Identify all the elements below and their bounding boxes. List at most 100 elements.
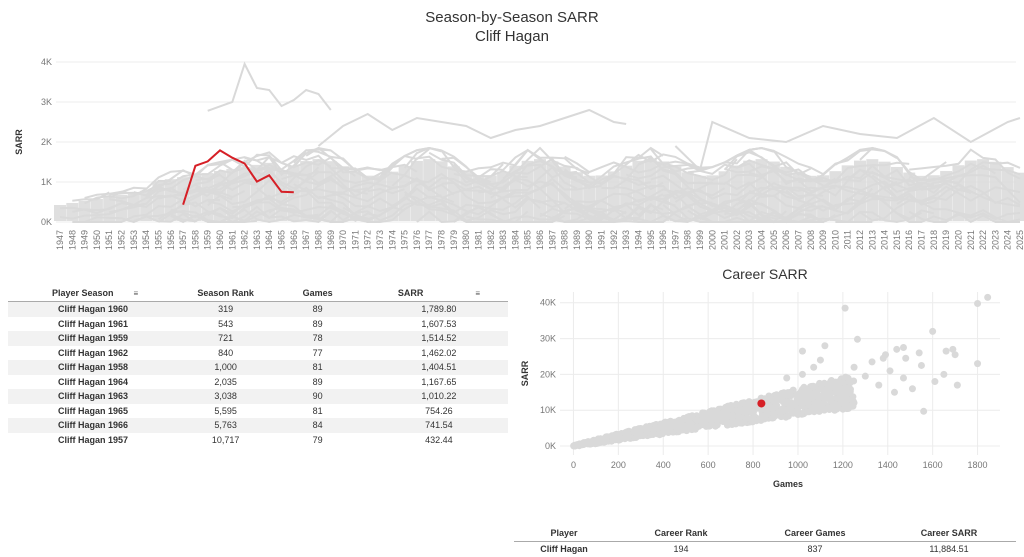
scatter-point <box>771 412 779 420</box>
col-player[interactable]: Player <box>514 525 614 542</box>
col-career-games[interactable]: Career Games <box>748 525 882 542</box>
scatter-point <box>828 397 836 404</box>
scatter-point <box>625 432 633 440</box>
background-density-band <box>300 161 313 221</box>
scatter-point <box>845 399 853 407</box>
background-density-band <box>817 175 830 221</box>
scatter-point <box>741 401 749 409</box>
scatter-point <box>742 417 750 425</box>
col-player-season[interactable]: Player Season ≡ <box>8 285 186 302</box>
table-row[interactable]: Cliff Hagan 1964 2,035 89 1,167.65 <box>8 375 508 390</box>
col-career-rank[interactable]: Career Rank <box>614 525 748 542</box>
scatter-point <box>686 415 694 423</box>
scatter-point <box>769 393 777 401</box>
background-density-band <box>140 190 153 221</box>
table-row[interactable]: Cliff Hagan 1963 3,038 90 1,010.22 <box>8 389 508 404</box>
scatter-point <box>575 440 583 448</box>
scatter-point <box>586 440 594 447</box>
scatter-point <box>659 427 667 435</box>
scatter-point <box>708 407 716 415</box>
scatter-point <box>836 383 843 391</box>
sarr-cell: 432.44 <box>425 434 453 445</box>
career-table: Player Career Rank Career Games Career S… <box>514 525 1016 557</box>
scatter-point <box>717 405 725 413</box>
scatter-point <box>693 422 701 430</box>
scatter-point <box>830 405 838 413</box>
scatter-point <box>842 388 850 396</box>
scatter-point <box>655 426 663 434</box>
scatter-point <box>833 379 841 387</box>
sort-icon[interactable]: ≡ <box>475 289 480 298</box>
x-tick-label: 1958 <box>190 230 200 250</box>
scatter-point <box>680 425 688 433</box>
sarr-cell: 1,789.80 <box>369 301 508 317</box>
scatter-point <box>827 397 835 405</box>
scatter-point <box>682 419 690 427</box>
col-games[interactable]: Games <box>265 285 370 302</box>
table-row[interactable]: Cliff Hagan 1962 840 77 1,462.02 <box>8 346 508 361</box>
background-density-band <box>730 165 743 221</box>
background-density-band <box>238 166 251 221</box>
season-name-cell: Cliff Hagan 1962 <box>58 347 129 358</box>
scatter-point <box>689 416 697 424</box>
scatter-point <box>664 418 672 426</box>
background-density-band <box>890 166 903 221</box>
table-row[interactable]: Cliff Hagan 1966 5,763 84 741.54 <box>8 418 508 433</box>
scatter-point <box>709 415 717 422</box>
scatter-point <box>666 426 674 434</box>
scatter-point <box>640 430 648 438</box>
background-density-band <box>189 175 202 221</box>
x-tick-label: 1989 <box>572 230 582 250</box>
scatter-point <box>654 427 662 434</box>
background-density-band <box>398 165 411 221</box>
scatter-point <box>714 407 722 415</box>
scatter-point <box>598 435 606 443</box>
table-row[interactable]: Cliff Hagan 1960 319 89 1,789.80 <box>8 301 508 317</box>
table-row[interactable]: Cliff Hagan 1958 1,000 81 1,404.51 <box>8 360 508 375</box>
scatter-point <box>687 425 695 433</box>
scatter-point <box>712 418 719 426</box>
scatter-point <box>743 410 751 418</box>
scatter-point <box>806 388 813 396</box>
background-series-line <box>834 146 1021 206</box>
scatter-point <box>679 416 687 424</box>
scatter-point <box>611 432 619 440</box>
scatter-point <box>749 414 757 422</box>
scatter-point <box>800 383 808 391</box>
scatter-point <box>707 414 715 422</box>
scatter-point <box>841 388 849 396</box>
scatter-point <box>633 426 641 434</box>
col-sarr[interactable]: SARR ≡ <box>369 285 508 302</box>
table-row[interactable]: Cliff Hagan 1965 5,595 81 754.26 <box>8 404 508 419</box>
col-season-rank[interactable]: Season Rank <box>185 285 266 302</box>
scatter-point <box>760 405 767 413</box>
table-row[interactable]: Cliff Hagan 1961 543 89 1,607.53 <box>8 317 508 332</box>
scatter-point <box>659 420 666 428</box>
table-row[interactable]: Cliff Hagan 1957 10,717 79 432.44 <box>8 433 508 448</box>
scatter-point <box>641 428 649 435</box>
scatter-point <box>596 438 603 445</box>
col-career-sarr[interactable]: Career SARR <box>882 525 1016 542</box>
scatter-point <box>679 423 687 431</box>
table-row[interactable]: Cliff Hagan 194 837 11,884.51 <box>514 542 1016 557</box>
scatter-point <box>757 395 765 403</box>
scatter-point <box>775 410 783 418</box>
table-row[interactable]: Cliff Hagan 1959 721 78 1,514.52 <box>8 331 508 346</box>
scatter-point <box>662 419 670 427</box>
x-tick-label: 2015 <box>892 230 902 250</box>
sort-icon[interactable]: ≡ <box>133 289 139 298</box>
scatter-point <box>951 351 959 359</box>
scatter-point <box>584 438 592 446</box>
season-table-header: Player Season ≡ Season Rank Games SARR ≡ <box>8 285 508 302</box>
scatter-point <box>723 421 731 429</box>
scatter-point <box>661 418 669 426</box>
background-density-band <box>312 159 325 221</box>
scatter-point <box>831 400 838 408</box>
scatter-point <box>832 388 840 395</box>
y-tick-label: 30K <box>540 334 556 344</box>
scatter-point <box>797 389 805 397</box>
scatter-point <box>689 425 697 433</box>
scatter-point <box>679 421 687 429</box>
background-density-band <box>878 161 891 221</box>
